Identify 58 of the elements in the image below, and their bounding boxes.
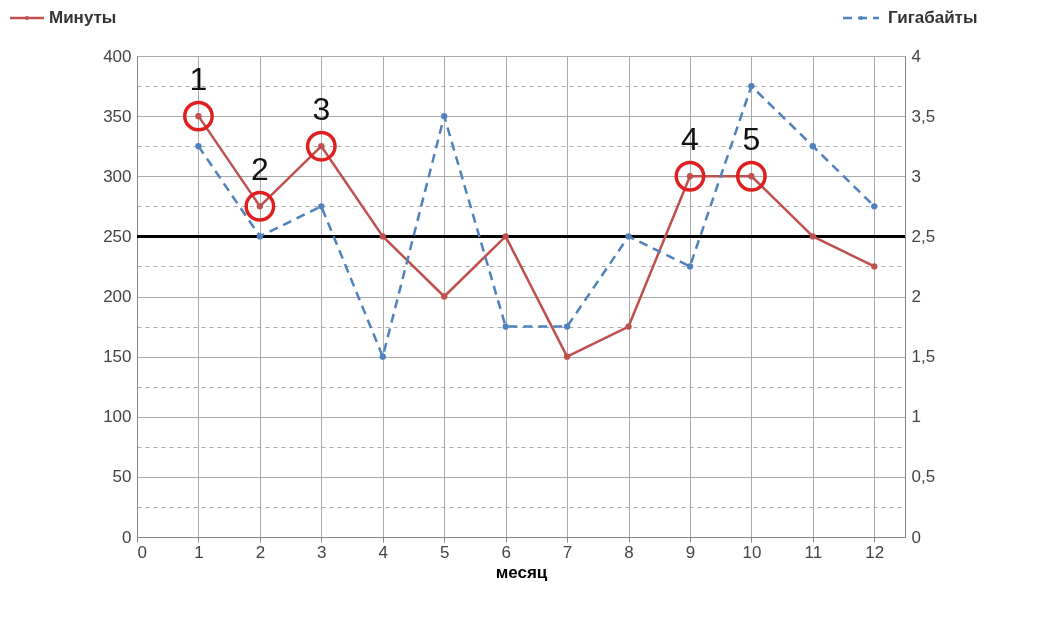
y-tick-label: 50 (112, 467, 132, 487)
x-tick-label: 4 (378, 542, 388, 562)
point (625, 323, 632, 330)
y-tick-label: 250 (103, 226, 132, 246)
annotation: 1 (189, 61, 208, 98)
y2-tick-label: 3,5 (911, 106, 936, 126)
x-tick-label: 8 (624, 542, 634, 562)
point (379, 233, 386, 240)
x-tick-label: 10 (742, 542, 762, 562)
y2-tick-label: 1 (911, 407, 921, 427)
y-tick-label: 350 (103, 106, 132, 126)
point (809, 143, 816, 150)
x-tick-label: 3 (317, 542, 327, 562)
annotation: 4 (681, 121, 699, 158)
annotation: 5 (742, 121, 761, 158)
point (563, 323, 571, 330)
y2-tick-label: 0 (911, 527, 921, 547)
y-tick-label: 300 (103, 166, 132, 186)
y-tick-label: 0 (122, 527, 132, 547)
x-tick-label: 6 (501, 542, 511, 562)
legend-label: Минуты (49, 8, 117, 27)
x-tick-label: 9 (685, 542, 696, 562)
point (318, 203, 325, 210)
x-tick-label: 11 (804, 542, 823, 562)
x-tick-label: 2 (255, 542, 266, 562)
point (441, 112, 448, 120)
x-tick-label: 7 (562, 542, 573, 562)
x-tick-label: 12 (865, 542, 885, 562)
point (502, 233, 509, 240)
point (441, 293, 448, 300)
annotation: 3 (312, 91, 331, 128)
y2-tick-label: 2,5 (911, 226, 936, 246)
x-axis-title: месяц (495, 562, 548, 582)
point (871, 203, 878, 210)
legend-label: Гигабайты (888, 8, 978, 27)
point (748, 82, 755, 90)
y-tick-label: 100 (103, 407, 132, 427)
y2-tick-label: 2 (911, 287, 921, 306)
y-tick-label: 400 (103, 46, 132, 66)
point (256, 233, 264, 240)
y2-tick-label: 1,5 (911, 347, 936, 367)
point (686, 263, 694, 270)
point (379, 353, 386, 360)
y2-tick-label: 4 (911, 46, 921, 66)
point (195, 143, 202, 150)
point (563, 353, 571, 360)
x-tick-label: 1 (194, 542, 204, 562)
point (809, 233, 816, 240)
x-tick-label: 5 (439, 542, 450, 562)
y-tick-label: 200 (103, 287, 132, 306)
y2-tick-label: 0,5 (911, 467, 936, 487)
annotation: 2 (250, 151, 269, 188)
point (625, 233, 632, 240)
point (502, 323, 509, 330)
y2-tick-label: 3 (911, 166, 921, 186)
y-tick-label: 150 (103, 347, 132, 367)
x-tick-label: 0 (137, 542, 147, 562)
point (871, 263, 878, 270)
